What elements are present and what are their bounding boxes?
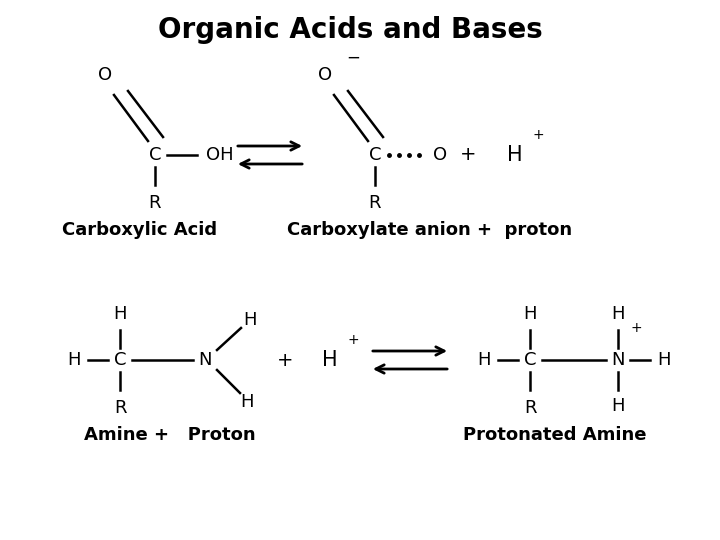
Text: +: + xyxy=(532,128,544,142)
Text: H: H xyxy=(611,397,625,415)
Text: Organic Acids and Bases: Organic Acids and Bases xyxy=(158,16,542,44)
Text: Carboxylic Acid: Carboxylic Acid xyxy=(63,221,217,239)
Text: OH: OH xyxy=(206,146,234,164)
Text: R: R xyxy=(523,399,536,417)
Text: N: N xyxy=(611,351,625,369)
Text: H: H xyxy=(523,305,536,323)
Text: H: H xyxy=(657,351,671,369)
Text: +: + xyxy=(630,321,642,335)
Text: R: R xyxy=(149,194,161,212)
Text: H: H xyxy=(507,145,523,165)
Text: O: O xyxy=(318,66,332,84)
Text: H: H xyxy=(611,305,625,323)
Text: R: R xyxy=(114,399,126,417)
Text: −: − xyxy=(346,49,360,67)
Text: Carboxylate anion +  proton: Carboxylate anion + proton xyxy=(287,221,572,239)
Text: C: C xyxy=(523,351,536,369)
Text: C: C xyxy=(369,146,382,164)
Text: +: + xyxy=(276,350,293,369)
Text: C: C xyxy=(114,351,126,369)
Text: +: + xyxy=(347,333,359,347)
Text: H: H xyxy=(322,350,338,370)
Text: O: O xyxy=(98,66,112,84)
Text: H: H xyxy=(477,351,491,369)
Text: H: H xyxy=(243,311,257,329)
Text: H: H xyxy=(113,305,127,323)
Text: N: N xyxy=(198,351,212,369)
Text: O: O xyxy=(433,146,447,164)
Text: Protonated Amine: Protonated Amine xyxy=(463,426,647,444)
Text: H: H xyxy=(67,351,81,369)
Text: R: R xyxy=(369,194,382,212)
Text: Amine +   Proton: Amine + Proton xyxy=(84,426,256,444)
Text: +: + xyxy=(460,145,476,165)
Text: C: C xyxy=(149,146,161,164)
Text: H: H xyxy=(240,393,253,411)
